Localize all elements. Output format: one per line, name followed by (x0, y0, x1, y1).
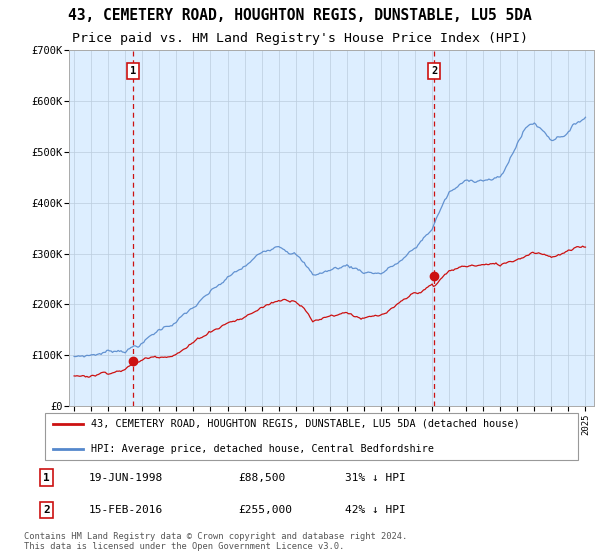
Text: 1: 1 (43, 473, 50, 483)
Text: Contains HM Land Registry data © Crown copyright and database right 2024.
This d: Contains HM Land Registry data © Crown c… (24, 532, 407, 551)
Text: 43, CEMETERY ROAD, HOUGHTON REGIS, DUNSTABLE, LU5 5DA: 43, CEMETERY ROAD, HOUGHTON REGIS, DUNST… (68, 8, 532, 23)
Text: 19-JUN-1998: 19-JUN-1998 (89, 473, 163, 483)
Text: 1: 1 (130, 66, 136, 76)
Text: 2: 2 (43, 505, 50, 515)
Text: £88,500: £88,500 (238, 473, 286, 483)
Text: 43, CEMETERY ROAD, HOUGHTON REGIS, DUNSTABLE, LU5 5DA (detached house): 43, CEMETERY ROAD, HOUGHTON REGIS, DUNST… (91, 419, 520, 429)
Text: 31% ↓ HPI: 31% ↓ HPI (346, 473, 406, 483)
Text: HPI: Average price, detached house, Central Bedfordshire: HPI: Average price, detached house, Cent… (91, 444, 434, 454)
Text: £255,000: £255,000 (238, 505, 292, 515)
Text: 2: 2 (431, 66, 437, 76)
FancyBboxPatch shape (45, 413, 578, 460)
Text: 42% ↓ HPI: 42% ↓ HPI (346, 505, 406, 515)
Text: 15-FEB-2016: 15-FEB-2016 (89, 505, 163, 515)
Text: Price paid vs. HM Land Registry's House Price Index (HPI): Price paid vs. HM Land Registry's House … (72, 31, 528, 45)
